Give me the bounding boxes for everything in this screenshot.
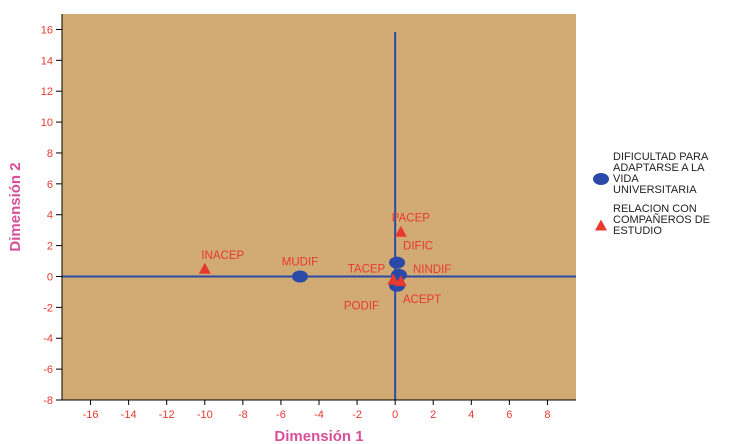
legend-label-1: ADAPTARSE A LA [613, 162, 705, 174]
x-tick-label: -2 [352, 409, 362, 421]
plot-background [62, 14, 576, 400]
axes: -8 -6 -4 -2 0 2 4 6 8 10 12 14 16 -16 -14 -12 -10 -8 -6 -4 -… [41, 14, 576, 421]
reference-lines [62, 32, 576, 400]
y-tick-label: -6 [43, 364, 53, 376]
x-tick-label: -6 [276, 409, 286, 421]
x-tick-label: -12 [159, 409, 175, 421]
data-point-inacep [198, 262, 211, 274]
data-point-dific [389, 256, 406, 269]
y-tick-label: -8 [43, 395, 53, 407]
legend-label-1: DIFICULTAD PARA [613, 151, 709, 163]
x-tick-label: 2 [430, 409, 436, 421]
y-tick-label: -4 [43, 333, 53, 345]
y-tick-label: -2 [43, 302, 53, 314]
point-label-acept: ACEPT [403, 294, 441, 306]
y-tick-label: 0 [47, 271, 53, 283]
point-label-dific: DIFIC [403, 241, 433, 253]
y-tick-label: 6 [47, 179, 53, 191]
x-tick-label: 4 [468, 409, 474, 421]
legend-label-1: UNIVERSITARIA [613, 184, 697, 196]
x-tick-label: -10 [197, 409, 213, 421]
data-point-tacep [387, 273, 400, 285]
point-label-pacep: PACEP [392, 213, 430, 225]
legend-label-1: VIDA [613, 173, 639, 185]
legend-symbol-1 [593, 173, 609, 185]
point-label-nindif: NINDIF [413, 264, 451, 276]
y-tick-label: 4 [47, 210, 53, 222]
y-tick-label: 12 [41, 86, 53, 98]
y-tick-label: 14 [41, 55, 53, 67]
data-point-acept [394, 275, 407, 287]
x-tick-label: 0 [392, 409, 398, 421]
data-point-pacep [394, 225, 407, 237]
y-tick-label: 10 [41, 117, 53, 129]
data-point-mudif [291, 270, 308, 283]
x-tick-label: 6 [506, 409, 512, 421]
y-tick-label: 16 [41, 24, 53, 36]
point-label-mudif: MUDIF [282, 256, 318, 268]
data-marks [198, 225, 407, 292]
point-labels: MUDIF DIFIC NINDIF PODIF INACEP PACEP TACEP ACE… [201, 213, 451, 313]
legend-label-2: ESTUDIO [613, 225, 662, 237]
y-axis-title: Dimensión 2 [7, 162, 24, 251]
x-tick-label: -16 [83, 409, 99, 421]
x-tick-label: 8 [544, 409, 550, 421]
y-tick-label: 2 [47, 241, 53, 253]
x-tick-label: -14 [121, 409, 137, 421]
x-tick-label: -8 [238, 409, 248, 421]
point-label-inacep: INACEP [201, 250, 244, 262]
legend-label-2: COMPAÑEROS DE [613, 213, 710, 226]
point-label-tacep: TACEP [348, 264, 386, 276]
legend-label-2: RELACION CON [613, 203, 697, 215]
legend-symbol-2 [595, 219, 607, 231]
x-axis-title: Dimensión 1 [274, 428, 363, 444]
y-tick-label: 8 [47, 148, 53, 160]
point-label-podif: PODIF [344, 301, 379, 313]
x-tick-label: -4 [314, 409, 324, 421]
